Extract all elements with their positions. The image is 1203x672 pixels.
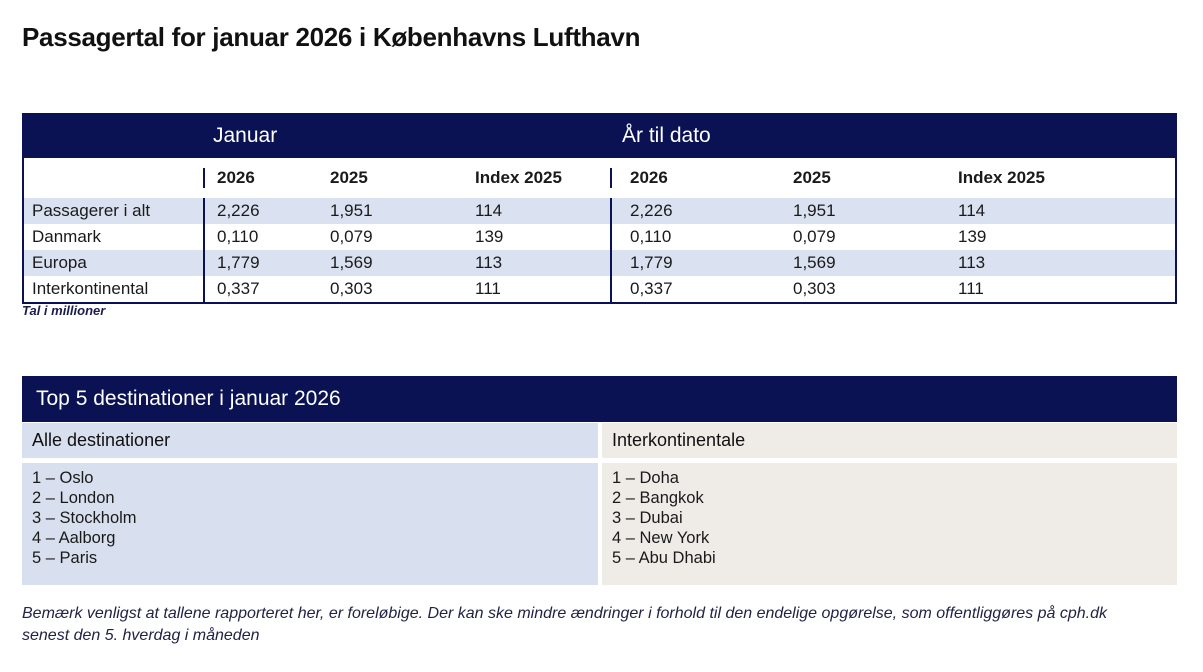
disclaimer-line-1: Bemærk venligst at tallene rapporteret h… — [22, 605, 1107, 622]
all-destinations-column: Alle destinationer 1 – Oslo 2 – London 3… — [22, 423, 598, 585]
cell-jan-2026: 2,226 — [203, 198, 320, 224]
all-destinations-list: 1 – Oslo 2 – London 3 – Stockholm 4 – Aa… — [22, 463, 598, 585]
cell-ytd-2026: 2,226 — [610, 198, 781, 224]
row-label: Danmark — [32, 227, 101, 246]
cell-ytd-2025: 0,303 — [793, 279, 836, 298]
list-item: 5 – Abu Dhabi — [612, 549, 716, 567]
cell-jan-index: 113 — [475, 253, 503, 272]
list-item: 2 – Bangkok — [612, 489, 704, 507]
list-item: 3 – Stockholm — [32, 509, 137, 527]
row-label: Passagerer i alt — [32, 201, 151, 220]
intercontinental-header: Interkontinentale — [602, 423, 1177, 458]
cell-ytd-index: 113 — [958, 253, 986, 272]
row-label: Interkontinental — [32, 279, 149, 298]
list-item: 1 – Oslo — [32, 469, 94, 487]
cell-ytd-2025: 1,951 — [793, 201, 836, 220]
cell-ytd-2025: 0,079 — [793, 227, 836, 246]
top5-columns: Alle destinationer 1 – Oslo 2 – London 3… — [22, 423, 1177, 585]
cell-jan-2025: 1,569 — [330, 253, 373, 272]
list-item: 5 – Paris — [32, 549, 98, 567]
jan-index-col-header: Index 2025 — [475, 168, 562, 187]
passenger-table-body: 2026 2025 Index 2025 2026 2025 Index 202… — [22, 158, 1177, 304]
passenger-table-section-band: Januar År til dato — [22, 113, 1177, 158]
ytd-2026-col-header: 2026 — [610, 168, 781, 188]
page-title: Passagertal for januar 2026 i Københavns… — [22, 22, 641, 52]
cell-ytd-index: 139 — [958, 227, 987, 246]
list-item: 3 – Dubai — [612, 509, 683, 527]
cell-jan-2026: 0,110 — [203, 224, 320, 250]
passenger-table: Januar År til dato 2026 2025 Index 2025 … — [22, 113, 1177, 304]
cell-jan-index: 111 — [475, 279, 501, 298]
ytd-index-col-header: Index 2025 — [958, 168, 1045, 187]
januar-section-header: Januar — [213, 123, 278, 147]
cell-ytd-index: 114 — [958, 201, 986, 220]
cell-jan-index: 114 — [475, 201, 503, 220]
list-item: 4 – New York — [612, 529, 710, 547]
row-label: Europa — [32, 253, 87, 272]
table-row-europe: Europa 1,779 1,569 113 1,779 1,569 113 — [24, 250, 1175, 276]
cell-ytd-index: 111 — [958, 279, 984, 298]
list-item: 4 – Aalborg — [32, 529, 116, 547]
table-row-total: Passagerer i alt 2,226 1,951 114 2,226 1… — [24, 198, 1175, 224]
cell-jan-index: 139 — [475, 227, 504, 246]
table-footnote: Tal i millioner — [22, 303, 106, 318]
list-item: 1 – Doha — [612, 469, 679, 487]
cell-ytd-2026: 1,779 — [610, 250, 781, 276]
cell-ytd-2026: 0,110 — [610, 224, 781, 250]
all-destinations-header: Alle destinationer — [22, 423, 598, 458]
disclaimer-line-2: senest den 5. hverdag i måneden — [22, 627, 260, 644]
cell-ytd-2026: 0,337 — [610, 276, 781, 302]
cell-jan-2026: 0,337 — [203, 276, 320, 302]
cell-jan-2025: 0,079 — [330, 227, 373, 246]
ytd-2025-col-header: 2025 — [793, 168, 831, 187]
jan-2025-col-header: 2025 — [330, 168, 368, 187]
top5-header-band: Top 5 destinationer i januar 2026 — [22, 376, 1177, 422]
table-row-intercontinental: Interkontinental 0,337 0,303 111 0,337 0… — [24, 276, 1175, 302]
intercontinental-column: Interkontinentale 1 – Doha 2 – Bangkok 3… — [602, 423, 1177, 585]
cell-ytd-2025: 1,569 — [793, 253, 836, 272]
table-row-denmark: Danmark 0,110 0,079 139 0,110 0,079 139 — [24, 224, 1175, 250]
disclaimer: Bemærk venligst at tallene rapporteret h… — [22, 603, 1192, 647]
list-item: 2 – London — [32, 489, 115, 507]
top5-section: Top 5 destinationer i januar 2026 Alle d… — [22, 376, 1177, 585]
column-header-row: 2026 2025 Index 2025 2026 2025 Index 202… — [24, 158, 1175, 198]
cell-jan-2025: 1,951 — [330, 201, 373, 220]
top5-title: Top 5 destinationer i januar 2026 — [36, 387, 341, 410]
cell-jan-2026: 1,779 — [203, 250, 320, 276]
cell-jan-2025: 0,303 — [330, 279, 373, 298]
jan-2026-col-header: 2026 — [203, 168, 320, 188]
intercontinental-list: 1 – Doha 2 – Bangkok 3 – Dubai 4 – New Y… — [602, 463, 1177, 585]
ytd-section-header: År til dato — [622, 123, 711, 147]
